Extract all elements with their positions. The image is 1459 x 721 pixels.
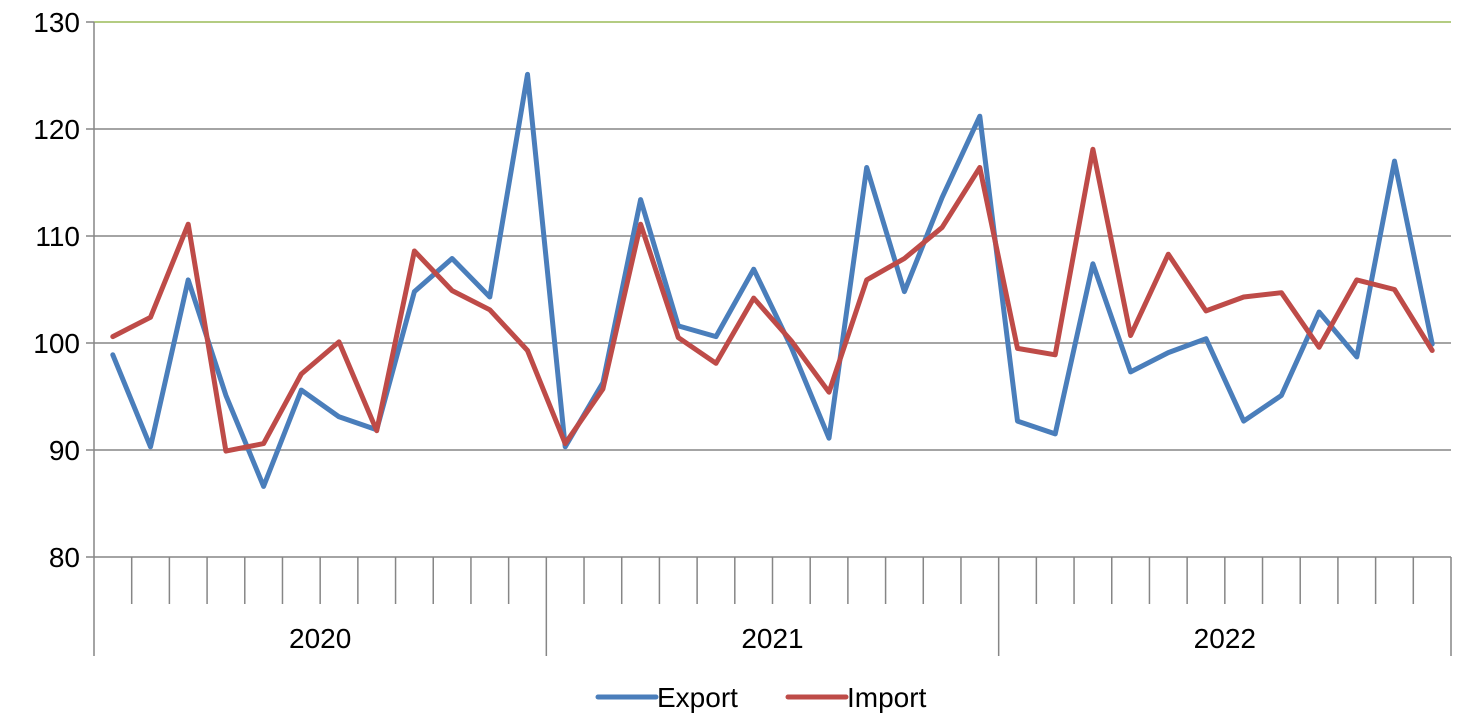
series-lines (110, 71, 1435, 489)
legend: Export Import (595, 682, 927, 713)
y-tick-label: 110 (35, 221, 80, 252)
legend-label-export: Export (657, 682, 738, 713)
y-tick-label: 100 (33, 328, 80, 359)
y-tick-label: 90 (49, 435, 80, 466)
y-tick-label: 120 (33, 114, 80, 145)
y-tick-label: 130 (33, 7, 80, 38)
legend-label-import: Import (847, 682, 927, 713)
series-line-export (110, 71, 1435, 489)
series-line-import (110, 146, 1435, 454)
gridlines (94, 21, 1451, 451)
x-year-label: 2020 (289, 623, 351, 654)
x-year-label: 2021 (741, 623, 803, 654)
x-year-label: 2022 (1194, 623, 1256, 654)
y-tick-label: 80 (49, 542, 80, 573)
axes: 80 90 100 110 120 130 2020 2021 2022 (33, 7, 1452, 656)
